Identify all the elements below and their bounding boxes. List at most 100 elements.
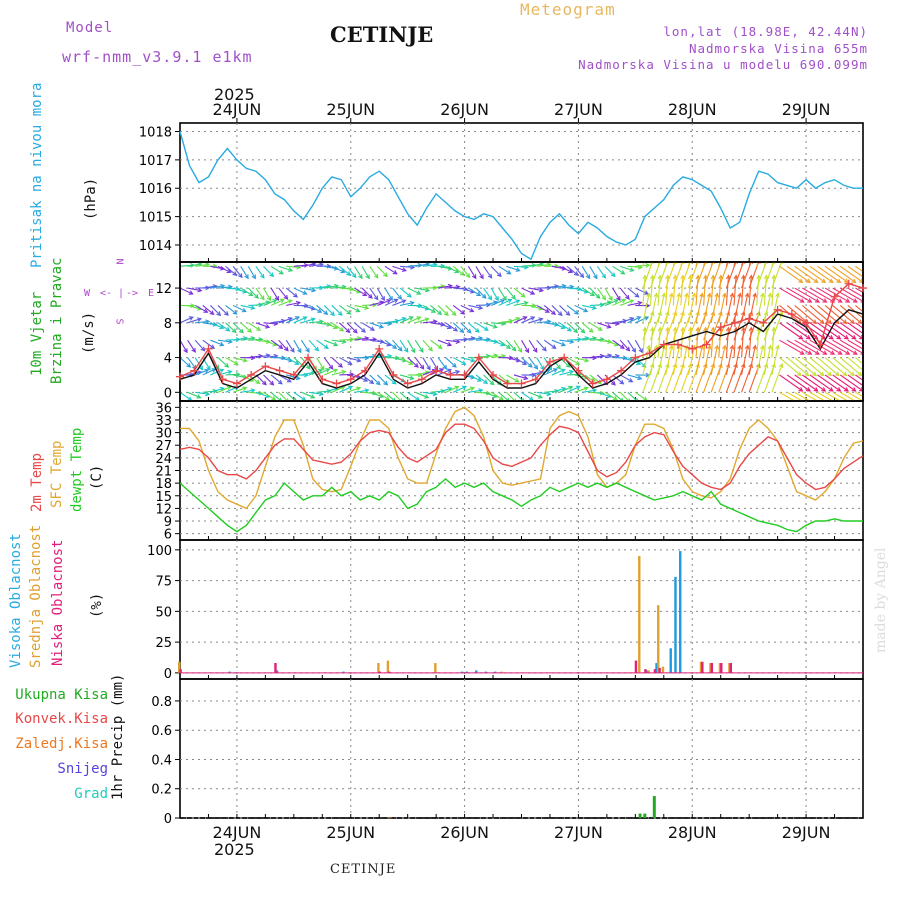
- wind-arrow: [672, 293, 681, 323]
- wind-arrow: [437, 357, 447, 370]
- wind-arrowhead: [800, 403, 804, 406]
- wind-arrow: [483, 354, 498, 359]
- wind-arrow: [217, 339, 232, 343]
- wind-arrowhead: [294, 316, 301, 321]
- wind-arrow: [498, 265, 511, 275]
- cloud-bar: [386, 660, 390, 673]
- wind-arrowhead: [183, 348, 188, 354]
- wind-arrow: [695, 345, 703, 376]
- wind-arrowhead: [266, 296, 272, 302]
- wind-arrow: [513, 265, 528, 268]
- wind-arrow: [286, 316, 300, 324]
- wind-arrowhead: [560, 368, 566, 374]
- wind-arrowhead: [874, 387, 878, 391]
- meteogram-label: Meteogram: [520, 0, 616, 19]
- wind-arrow: [665, 327, 669, 358]
- wind-arrowhead: [665, 274, 670, 280]
- wind-arrow: [627, 374, 642, 380]
- wind-arrowhead: [738, 237, 742, 241]
- wind-gust-point: [432, 366, 441, 375]
- wind-arrowhead: [295, 300, 302, 306]
- wind-arrow: [331, 305, 343, 316]
- wind-arrowhead: [386, 299, 392, 304]
- wind-arrowhead: [876, 299, 880, 302]
- wind-arrow: [695, 293, 703, 323]
- wind-arrow: [346, 357, 361, 362]
- wind-arrowhead: [830, 298, 836, 303]
- wind-arrowhead: [310, 394, 316, 399]
- wind-arrow: [308, 263, 323, 267]
- wind-arrowhead: [613, 299, 619, 304]
- wind-arrow: [194, 369, 209, 376]
- wind-arrowhead: [806, 387, 811, 392]
- wind-arrow: [794, 374, 818, 392]
- wind-arrow: [680, 293, 688, 323]
- wind-arrow: [672, 345, 681, 376]
- wind-arrowhead: [868, 403, 872, 406]
- wind-arrow: [225, 373, 240, 376]
- wind-arrowhead: [419, 364, 425, 370]
- pressure-ytick-label: 1017: [139, 154, 172, 169]
- wind-arrowhead: [819, 319, 825, 325]
- wind-arrowhead: [807, 298, 813, 303]
- wind-arrow: [331, 370, 346, 376]
- wind-arrowhead: [616, 295, 621, 301]
- wind-arrowhead: [729, 344, 735, 350]
- wind-gust-point: [503, 379, 512, 388]
- wind-arrowhead: [496, 272, 502, 278]
- wind-arrowhead: [722, 292, 727, 298]
- wind-arrowhead: [378, 324, 385, 329]
- wind-gust-point: [759, 318, 768, 327]
- wind-arrow: [862, 392, 863, 393]
- wind-arrow: [468, 322, 480, 333]
- wind-arrowhead: [372, 390, 378, 396]
- cloud-bar: [644, 669, 647, 673]
- wind-arrowhead: [232, 271, 238, 276]
- model-name: wrf-nmm_v3.9.1 e1km: [62, 48, 253, 66]
- wind-arrow: [331, 386, 345, 393]
- wind-gust-point: [218, 375, 227, 384]
- wind-arrowhead: [680, 274, 686, 280]
- wind-arrowhead: [714, 292, 720, 298]
- cloud-bar: [661, 666, 665, 673]
- wind-arrowhead: [799, 298, 805, 303]
- wind-arrow: [862, 305, 863, 307]
- wind-arrow: [513, 316, 527, 324]
- wind-arrowhead: [812, 319, 818, 325]
- wind-arrow: [544, 285, 559, 289]
- wind-arrowhead: [744, 344, 750, 350]
- wind-arrowhead: [629, 316, 635, 322]
- day-label-top: 26JUN: [440, 100, 489, 119]
- wind-arrow: [210, 339, 224, 346]
- wind-arrow: [286, 265, 301, 268]
- wind-arrowhead: [815, 403, 819, 406]
- wind-gust-point: [375, 344, 384, 353]
- wind-arrow: [377, 299, 391, 306]
- wind-arrowhead: [700, 237, 704, 241]
- wind-arrow: [574, 304, 588, 313]
- wind-arrowhead: [476, 291, 482, 297]
- wind-arrowhead: [212, 321, 218, 327]
- wind-arrow: [794, 339, 820, 355]
- wind-arrow: [862, 322, 863, 324]
- pressure-ytick-label: 1016: [139, 182, 172, 197]
- wind-arrowhead: [566, 326, 572, 332]
- wind-arrowhead: [684, 292, 689, 298]
- wind-arrowhead: [443, 311, 449, 317]
- wind-arrowhead: [883, 299, 887, 302]
- wind-arrowhead: [776, 237, 780, 241]
- wind-arrow: [278, 299, 292, 306]
- wind-arrow: [194, 339, 205, 352]
- wind-arrowhead: [363, 377, 369, 382]
- wind-arrowhead: [502, 295, 507, 301]
- wind-arrow: [460, 387, 475, 393]
- wind-arrowhead: [474, 328, 480, 333]
- wind-arrowhead: [460, 310, 466, 315]
- wind-arrow: [581, 266, 591, 279]
- wind-arrow: [809, 391, 827, 401]
- wind-arrowhead: [302, 290, 308, 295]
- wind-arrowhead: [568, 268, 574, 274]
- wind-arrow: [786, 265, 811, 283]
- wind-arrow: [582, 337, 597, 341]
- wind-arrowhead: [478, 388, 484, 393]
